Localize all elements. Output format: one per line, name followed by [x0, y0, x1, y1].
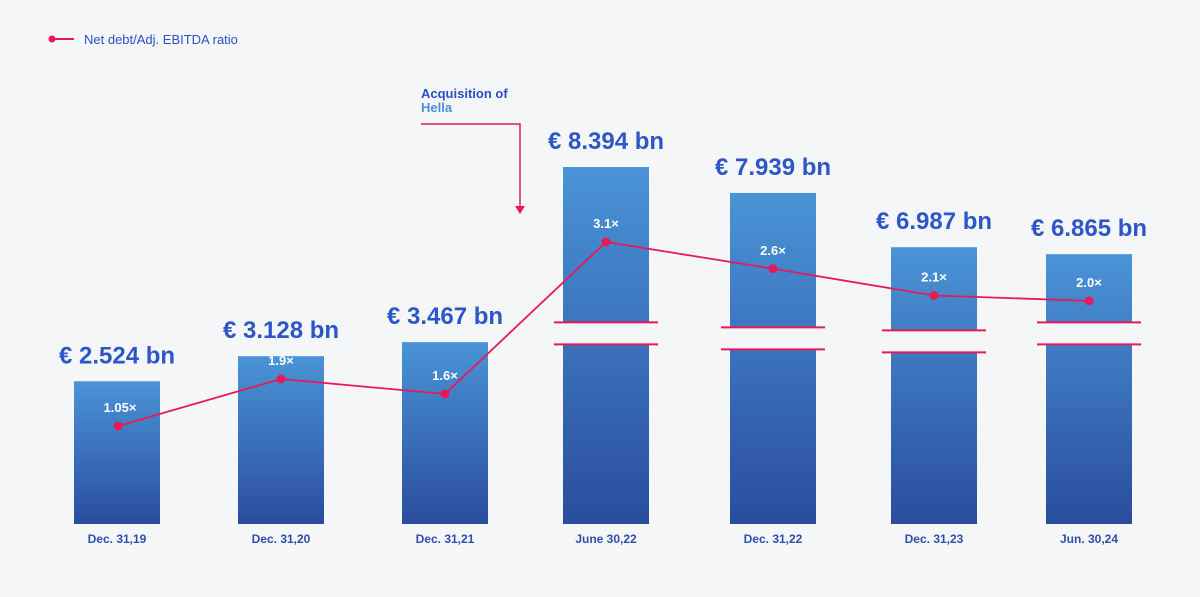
acquisition-annotation: Acquisition of Hella — [421, 86, 525, 214]
bar-6 — [1046, 254, 1132, 524]
ratio-point-4 — [768, 264, 778, 274]
legend-dot-marker — [48, 35, 56, 43]
axis-break-3 — [554, 321, 658, 346]
ratio-point-3 — [601, 237, 611, 247]
annotation-line2: Hella — [421, 100, 453, 115]
ratio-label-0: 1.05× — [104, 400, 137, 415]
ratio-point-6 — [1084, 296, 1094, 306]
bar-value-label-1: € 3.128 bn — [223, 317, 339, 344]
legend-label: Net debt/Adj. EBITDA ratio — [84, 32, 238, 47]
bar-value-label-4: € 7.939 bn — [715, 154, 831, 181]
bar-value-label-2: € 3.467 bn — [387, 303, 503, 330]
x-tick-label-6: Jun. 30,24 — [1060, 532, 1118, 546]
axis-break-gap — [882, 330, 986, 353]
axis-break-gap — [554, 322, 658, 345]
annotation-arrow-line — [421, 123, 521, 208]
bar-value-label-6: € 6.865 bn — [1031, 215, 1147, 242]
x-tick-label-3: June 30,22 — [575, 532, 637, 546]
bar-value-label-3: € 8.394 bn — [548, 128, 664, 155]
bar-0 — [74, 381, 160, 524]
labels-layer: € 2.524 bn Dec. 31,19 € 3.128 bn Dec. 31,20… — [59, 128, 1147, 546]
bar-value-label-0: € 2.524 bn — [59, 342, 175, 369]
bar-1 — [238, 356, 324, 524]
axis-break-4 — [721, 326, 825, 351]
annotation-arrow-head — [515, 206, 525, 214]
ratio-label-1: 1.9× — [268, 353, 294, 368]
x-tick-label-4: Dec. 31,22 — [744, 532, 803, 546]
bar-3 — [563, 167, 649, 524]
ratio-label-6: 2.0× — [1076, 275, 1102, 290]
ratio-point-2 — [440, 389, 450, 399]
bar-4 — [730, 192, 816, 524]
x-tick-label-5: Dec. 31,23 — [905, 532, 964, 546]
ratio-label-5: 2.1× — [921, 270, 947, 285]
axis-break-5 — [882, 329, 986, 354]
x-tick-label-2: Dec. 31,21 — [416, 532, 475, 546]
x-tick-label-1: Dec. 31,20 — [252, 532, 311, 546]
axis-break-6 — [1037, 321, 1141, 346]
x-tick-label-0: Dec. 31,19 — [88, 532, 147, 546]
legend: Net debt/Adj. EBITDA ratio — [48, 32, 238, 47]
ratio-label-4: 2.6× — [760, 243, 786, 258]
annotation-line1: Acquisition of — [421, 86, 508, 101]
ratio-label-3: 3.1× — [593, 216, 619, 231]
ratio-point-5 — [929, 291, 939, 300]
bar-value-label-5: € 6.987 bn — [876, 208, 992, 235]
ratio-line-layer: 1.05× 1.9× 1.6× 3.1× 2.6× 2.1× 2.0× — [104, 216, 1102, 431]
bar-2 — [402, 342, 488, 524]
bar-5 — [891, 247, 977, 524]
ratio-point-1 — [276, 374, 286, 384]
ratio-label-2: 1.6× — [432, 368, 458, 383]
axis-break-gap — [1037, 322, 1141, 345]
axis-break-gap — [721, 327, 825, 350]
ratio-point-0 — [113, 421, 123, 431]
